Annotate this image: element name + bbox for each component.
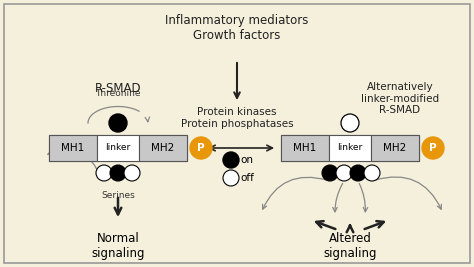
Circle shape	[96, 165, 112, 181]
Text: Normal
signaling: Normal signaling	[91, 232, 145, 260]
Text: MH2: MH2	[383, 143, 407, 153]
Bar	[281, 135, 329, 161]
Text: Alternatively
linker-modified
R-SMAD: Alternatively linker-modified R-SMAD	[361, 82, 439, 115]
Bar	[49, 135, 187, 161]
Text: Altered
signaling: Altered signaling	[323, 232, 377, 260]
Text: Serines: Serines	[101, 191, 135, 200]
Circle shape	[124, 165, 140, 181]
Circle shape	[422, 137, 444, 159]
Text: P: P	[197, 143, 205, 153]
Circle shape	[322, 165, 338, 181]
Circle shape	[336, 165, 352, 181]
Text: off: off	[240, 173, 254, 183]
Circle shape	[364, 165, 380, 181]
Bar	[97, 135, 139, 161]
Text: Protein kinases
Protein phosphatases: Protein kinases Protein phosphatases	[181, 107, 293, 129]
Bar	[329, 135, 371, 161]
Text: on: on	[240, 155, 253, 165]
Text: Inflammatory mediators
Growth factors: Inflammatory mediators Growth factors	[165, 14, 309, 42]
Text: linker: linker	[105, 143, 131, 152]
Circle shape	[109, 114, 127, 132]
Text: Threonine: Threonine	[95, 89, 141, 98]
Bar	[49, 135, 97, 161]
Text: R-SMAD: R-SMAD	[95, 81, 141, 95]
Circle shape	[341, 114, 359, 132]
Circle shape	[190, 137, 212, 159]
Circle shape	[223, 170, 239, 186]
Circle shape	[110, 165, 126, 181]
Text: MH1: MH1	[61, 143, 85, 153]
Text: MH1: MH1	[293, 143, 317, 153]
Text: MH2: MH2	[151, 143, 174, 153]
Text: P: P	[429, 143, 437, 153]
Bar	[281, 135, 419, 161]
Circle shape	[223, 152, 239, 168]
Bar	[139, 135, 187, 161]
Bar	[371, 135, 419, 161]
Text: linker: linker	[337, 143, 363, 152]
Circle shape	[350, 165, 366, 181]
